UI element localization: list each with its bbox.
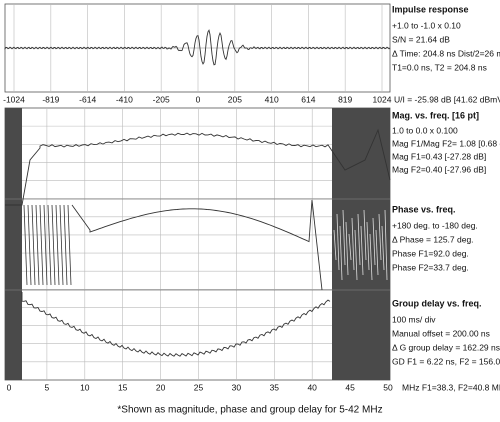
phase-wrap: [375, 229, 379, 276]
phase-title: Phase vs. freq.: [392, 204, 456, 214]
x-tick-label: 45: [345, 382, 355, 392]
phase-wrap: [342, 209, 346, 266]
info-line: Phase F2=33.7 deg.: [392, 262, 469, 272]
info-line: Mag F2=0.40 [-27.96 dB]: [392, 164, 486, 174]
phase-wrap: [363, 209, 367, 261]
phase-wrap: [63, 204, 68, 286]
x-tick-label: 819: [338, 94, 352, 104]
x-tick-label: 5: [45, 382, 50, 392]
impulse-trace: [4, 29, 391, 66]
freq-note: MHz F1=38.3, F2=40.8 MHz: [402, 382, 500, 392]
phase-wrap: [348, 233, 352, 261]
info-line: Mag F1=0.43 [-27.28 dB]: [392, 151, 486, 161]
x-tick-label: 40: [307, 382, 317, 392]
phase-wrap: [27, 204, 32, 286]
x-tick-label: 30: [232, 382, 242, 392]
info-line: Δ Time: 204.8 ns Dist/2=26 m: [392, 48, 500, 58]
info-line: Δ G group delay = 162.29 ns: [392, 342, 500, 352]
phase-wrap: [339, 225, 343, 281]
phase-wrap: [381, 225, 385, 271]
impulse-title: Impulse response: [392, 4, 469, 14]
info-line: Δ Phase = 125.7 deg.: [392, 234, 474, 244]
phase-wrap: [31, 204, 36, 286]
phase-wrap: [55, 204, 60, 286]
mag-title: Mag. vs. freq. [16 pt]: [392, 110, 479, 120]
phase-wrap: [67, 204, 72, 286]
phase-wrap: [39, 204, 44, 286]
phase-wrap: [384, 209, 388, 281]
x-tick-label: -1024: [3, 94, 25, 104]
info-line: Manual offset = 200.00 ns: [392, 328, 490, 338]
x-tick-label: 0: [7, 382, 12, 392]
x-tick-label: -205: [153, 94, 170, 104]
phase-wrap: [35, 204, 40, 286]
excluded-band-low: [5, 108, 22, 380]
x-tick-label: 410: [265, 94, 279, 104]
phase-wrap: [360, 225, 364, 276]
x-tick-label: -410: [116, 94, 133, 104]
info-line: S/N = 21.64 dB: [392, 34, 450, 44]
phase-wrap: [354, 229, 358, 281]
phase-wrap: [378, 213, 382, 261]
phase-wrap: [333, 229, 337, 261]
info-line: GD F1 = 6.22 ns, F2 = 156.00 ns: [392, 356, 500, 366]
x-tick-label: 35: [270, 382, 280, 392]
phase-wrap: [351, 217, 355, 271]
group-delay-trace: [21, 292, 331, 357]
x-tick-label: 50: [383, 382, 393, 392]
info-column: Impulse response +1.0 to -1.0 x 0.10 S/N…: [392, 4, 500, 366]
info-line: +180 deg. to -180 deg.: [392, 220, 478, 230]
x-tick-label: -614: [79, 94, 96, 104]
phase-wrap: [59, 204, 64, 286]
phase-wrap: [43, 204, 48, 286]
x-tick-label: 0: [196, 94, 201, 104]
info-line: Phase F1=92.0 deg.: [392, 248, 469, 258]
magnitude-trace: [5, 128, 391, 206]
gd-title: Group delay vs. freq.: [392, 298, 482, 308]
x-tick-label: -819: [42, 94, 59, 104]
phase-wrap: [23, 204, 28, 286]
phase-wrap: [369, 233, 373, 281]
x-tick-label: 20: [156, 382, 166, 392]
phase-wrap: [336, 213, 340, 271]
x-tick-label: 614: [301, 94, 315, 104]
info-line: T1=0.0 ns, T2 = 204.8 ns: [392, 62, 487, 72]
info-line: 100 ms/ div: [392, 314, 436, 324]
info-line: +1.0 to -1.0 x 0.10: [392, 20, 461, 30]
level-readout: U/I = -25.98 dB [41.62 dBmV]: [394, 94, 500, 104]
x-tick-label: 25: [194, 382, 204, 392]
phase-wrap: [357, 213, 361, 266]
phase-wrap: [345, 221, 349, 276]
info-line: Mag F1/Mag F2= 1.08 [0.68 dB]: [392, 138, 500, 148]
phase-wrap: [51, 204, 56, 286]
footnote: *Shown as magnitude, phase and group del…: [117, 405, 382, 416]
x-tick-label: 10: [80, 382, 90, 392]
phase-wrap: [372, 217, 376, 266]
phase-wrap: [366, 221, 370, 271]
info-line: 1.0 to 0.0 x 0.100: [392, 125, 458, 135]
phase-trace: [71, 199, 323, 291]
x-tick-label: 15: [118, 382, 128, 392]
x-tick-label: 205: [228, 94, 242, 104]
phase-wrap: [47, 204, 52, 286]
x-tick-label: 1024: [373, 94, 392, 104]
